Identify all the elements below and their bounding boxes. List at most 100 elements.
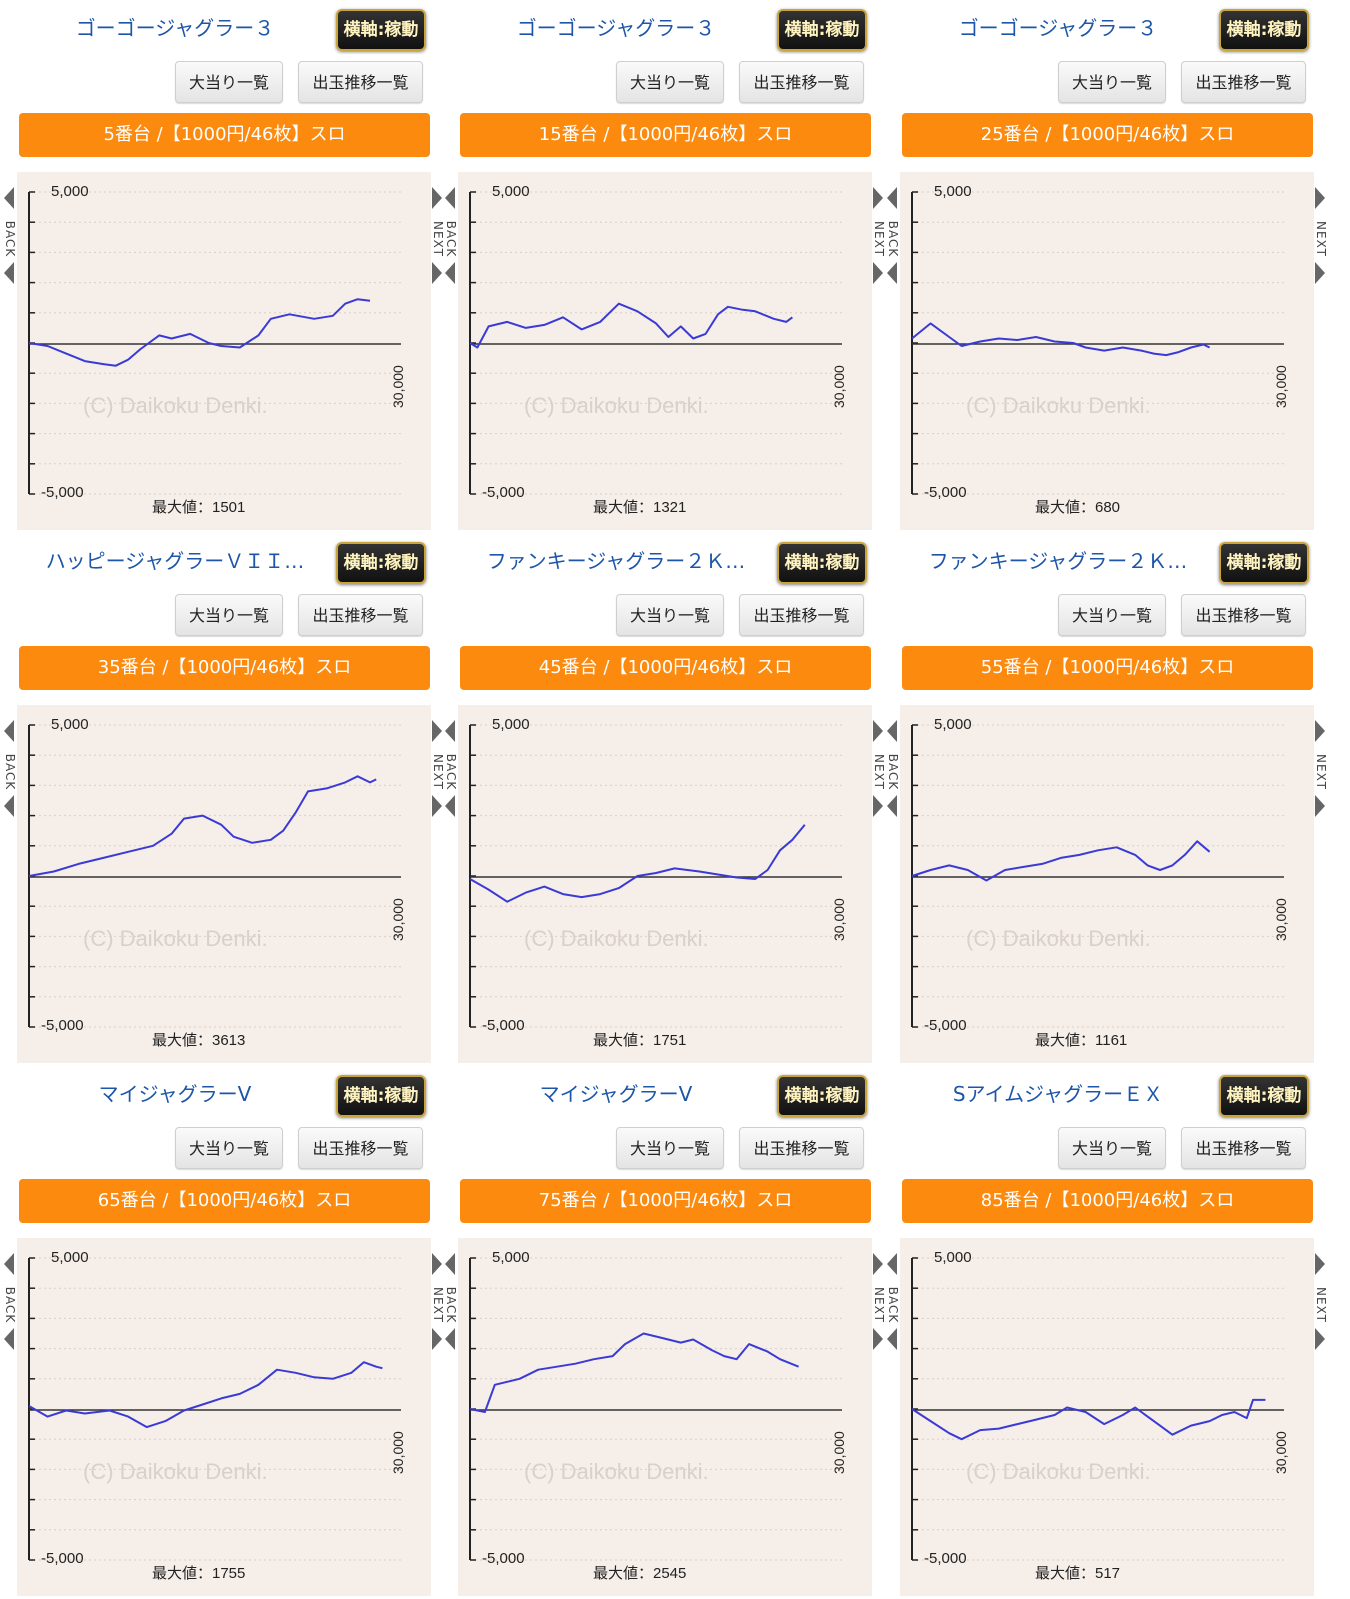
back-button[interactable]: BACK [443,1253,459,1353]
machine-name-link[interactable]: SアイムジャグラーＥＸ [952,1082,1164,1106]
axis-toggle-button[interactable]: 横軸:稼動 [336,9,426,51]
slump-history-button[interactable]: 出玉推移一覧 [739,594,864,636]
back-arrow-down-icon [445,795,455,817]
y-bottom-label: -5,000 [924,1017,967,1034]
machine-name-link[interactable]: マイジャグラーV [98,1082,252,1106]
y-ticks [29,1257,35,1561]
unit-number-bar[interactable]: 35番台 /【1000円/46枚】スロ [19,646,430,690]
axis-toggle-button[interactable]: 横軸:稼動 [777,9,867,51]
back-arrow-up-icon [887,720,897,742]
gridlines [470,724,842,1028]
next-button[interactable]: NEXT [1313,187,1329,287]
machine-card: マイジャグラーV 横軸:稼動 大当り一覧 出玉推移一覧 75番台 /【1000円… [441,1066,891,1599]
back-label: BACK [444,753,458,791]
next-arrow-up-icon [432,1253,442,1275]
slump-series-line [469,1332,799,1413]
y-ticks [912,1257,918,1561]
y-bottom-label: -5,000 [924,1550,967,1567]
unit-number-bar[interactable]: 5番台 /【1000円/46枚】スロ [19,113,430,157]
watermark: (C) Daikoku Denki. [83,393,268,418]
slump-graph: (C) Daikoku Denki. 5,000 -5,000 30,000 最… [28,716,406,1049]
slump-history-button[interactable]: 出玉推移一覧 [298,1127,423,1169]
back-button[interactable]: BACK [885,187,901,287]
next-button[interactable]: NEXT [430,187,446,287]
y-top-label: 5,000 [492,1249,530,1266]
x-right-label: 30,000 [390,365,406,408]
back-arrow-up-icon [887,187,897,209]
back-button[interactable]: BACK [443,720,459,820]
y-bottom-label: -5,000 [924,484,967,501]
slump-history-button[interactable]: 出玉推移一覧 [739,1127,864,1169]
machine-card: ゴーゴージャグラー３ 横軸:稼動 大当り一覧 出玉推移一覧 5番台 /【1000… [0,0,450,533]
next-arrow-up-icon [873,187,883,209]
next-button[interactable]: NEXT [871,187,887,287]
big-bonus-list-button[interactable]: 大当り一覧 [175,61,283,103]
next-button[interactable]: NEXT [430,1253,446,1353]
machine-name-link[interactable]: ハッピージャグラーＶＩＩ… [45,549,305,573]
next-button[interactable]: NEXT [430,720,446,820]
big-bonus-list-button[interactable]: 大当り一覧 [1058,61,1166,103]
axis-toggle-button[interactable]: 横軸:稼動 [336,1075,426,1117]
next-button[interactable]: NEXT [1313,720,1329,820]
big-bonus-list-button[interactable]: 大当り一覧 [616,61,724,103]
axis-toggle-button[interactable]: 横軸:稼動 [1219,9,1309,51]
x-right-label: 30,000 [1273,1431,1289,1474]
axis-toggle-button[interactable]: 横軸:稼動 [777,1075,867,1117]
slump-series-line [469,824,806,903]
big-bonus-list-button[interactable]: 大当り一覧 [616,1127,724,1169]
back-button[interactable]: BACK [885,1253,901,1353]
slump-history-button[interactable]: 出玉推移一覧 [1181,61,1306,103]
next-button[interactable]: NEXT [871,1253,887,1353]
unit-number-bar[interactable]: 15番台 /【1000円/46枚】スロ [460,113,871,157]
y-top-label: 5,000 [51,183,89,200]
unit-number-bar[interactable]: 55番台 /【1000円/46枚】スロ [902,646,1313,690]
slump-history-button[interactable]: 出玉推移一覧 [739,61,864,103]
big-bonus-list-button[interactable]: 大当り一覧 [175,1127,283,1169]
unit-number-bar[interactable]: 45番台 /【1000円/46枚】スロ [460,646,871,690]
back-button[interactable]: BACK [2,187,18,287]
axis-toggle-button[interactable]: 横軸:稼動 [336,542,426,584]
next-arrow-down-icon [873,262,883,284]
axis-toggle-button[interactable]: 横軸:稼動 [1219,542,1309,584]
back-button[interactable]: BACK [443,187,459,287]
watermark: (C) Daikoku Denki. [966,393,1151,418]
gridlines [912,191,1284,495]
y-bottom-label: -5,000 [41,484,84,501]
axis-toggle-button[interactable]: 横軸:稼動 [777,542,867,584]
unit-number-bar[interactable]: 75番台 /【1000円/46枚】スロ [460,1179,871,1223]
axis-toggle-button[interactable]: 横軸:稼動 [1219,1075,1309,1117]
big-bonus-list-button[interactable]: 大当り一覧 [616,594,724,636]
back-arrow-down-icon [887,262,897,284]
max-value-label: 最大値：1755 [152,1565,245,1582]
back-button[interactable]: BACK [2,1253,18,1353]
unit-number-bar[interactable]: 65番台 /【1000円/46枚】スロ [19,1179,430,1223]
machine-name-link[interactable]: ファンキージャグラー２Ｋ… [928,549,1188,573]
y-ticks [470,1257,476,1561]
y-ticks [912,191,918,495]
machine-name-link[interactable]: ゴーゴージャグラー３ [75,16,275,40]
next-label: NEXT [1314,754,1328,790]
machine-name-link[interactable]: マイジャグラーV [539,1082,693,1106]
back-arrow-up-icon [445,1253,455,1275]
big-bonus-list-button[interactable]: 大当り一覧 [1058,1127,1166,1169]
watermark: (C) Daikoku Denki. [524,926,709,951]
next-arrow-up-icon [432,720,442,742]
slump-history-button[interactable]: 出玉推移一覧 [1181,1127,1306,1169]
slump-history-button[interactable]: 出玉推移一覧 [1181,594,1306,636]
back-label: BACK [886,753,900,791]
back-arrow-down-icon [445,1328,455,1350]
big-bonus-list-button[interactable]: 大当り一覧 [1058,594,1166,636]
y-top-label: 5,000 [492,183,530,200]
slump-history-button[interactable]: 出玉推移一覧 [298,594,423,636]
back-button[interactable]: BACK [885,720,901,820]
machine-name-link[interactable]: ファンキージャグラー２Ｋ… [486,549,746,573]
next-button[interactable]: NEXT [871,720,887,820]
unit-number-bar[interactable]: 25番台 /【1000円/46枚】スロ [902,113,1313,157]
machine-name-link[interactable]: ゴーゴージャグラー３ [516,16,716,40]
next-button[interactable]: NEXT [1313,1253,1329,1353]
slump-history-button[interactable]: 出玉推移一覧 [298,61,423,103]
machine-name-link[interactable]: ゴーゴージャグラー３ [958,16,1158,40]
back-button[interactable]: BACK [2,720,18,820]
unit-number-bar[interactable]: 85番台 /【1000円/46枚】スロ [902,1179,1313,1223]
big-bonus-list-button[interactable]: 大当り一覧 [175,594,283,636]
